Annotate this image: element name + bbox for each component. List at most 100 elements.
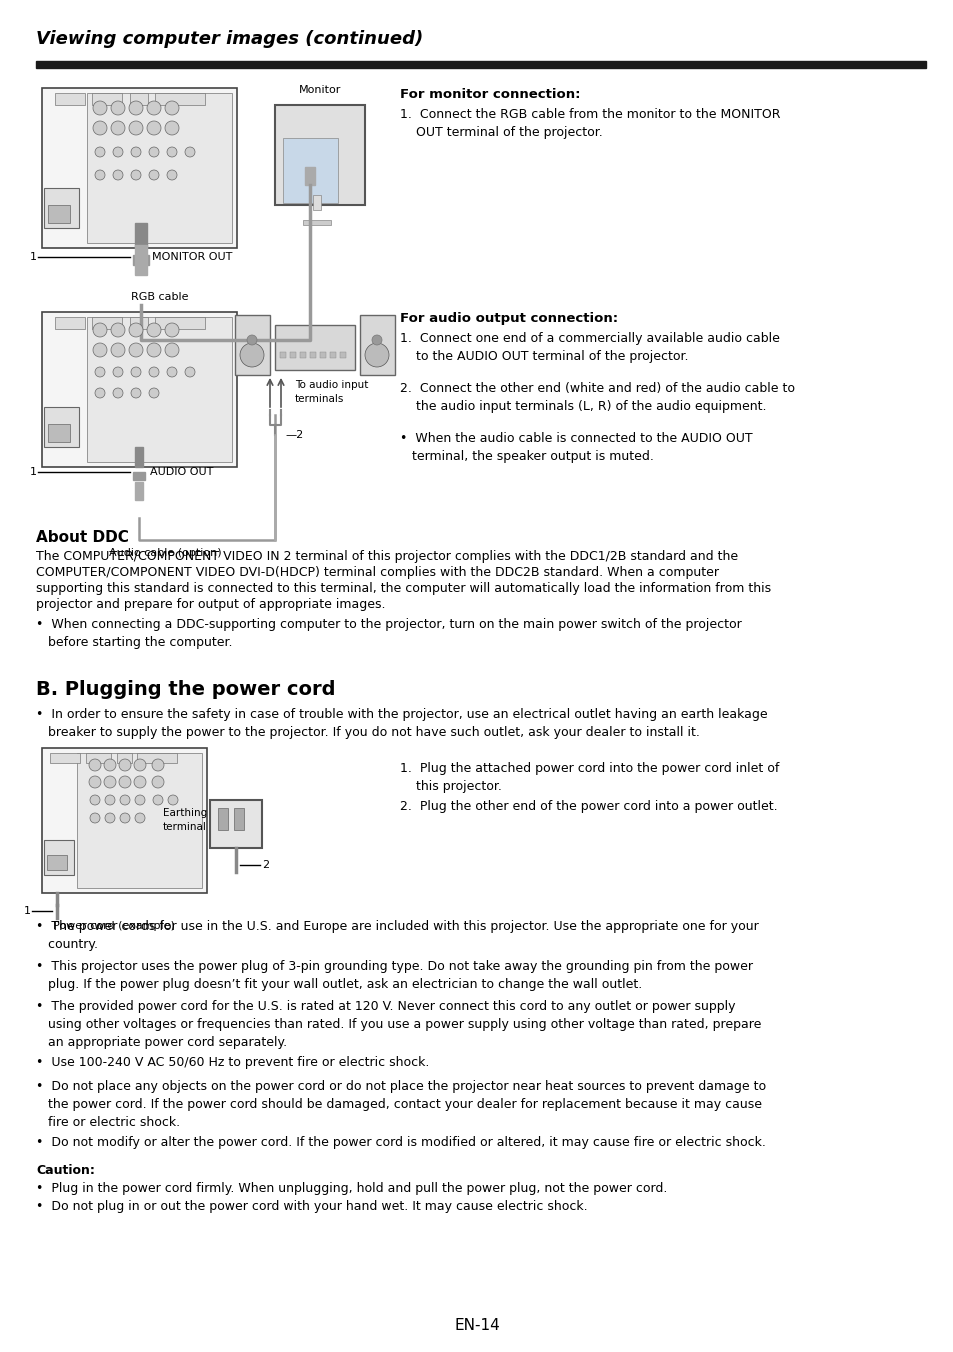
- Bar: [135, 483, 143, 500]
- Circle shape: [152, 795, 163, 804]
- Bar: [135, 245, 147, 274]
- Bar: [91, 93, 122, 105]
- Text: projector and prepare for output of appropriate images.: projector and prepare for output of appr…: [36, 598, 385, 611]
- Circle shape: [147, 323, 161, 337]
- Circle shape: [90, 795, 100, 804]
- Text: •  Do not place any objects on the power cord or do not place the projector near: • Do not place any objects on the power …: [36, 1080, 765, 1129]
- Bar: [339, 352, 346, 358]
- Circle shape: [185, 147, 194, 157]
- Circle shape: [149, 147, 159, 157]
- Circle shape: [165, 343, 179, 357]
- Bar: [86, 753, 111, 763]
- Text: supporting this standard is connected to this terminal, the computer will automa: supporting this standard is connected to…: [36, 581, 770, 595]
- Text: •  Use 100-240 V AC 50/60 Hz to prevent fire or electric shock.: • Use 100-240 V AC 50/60 Hz to prevent f…: [36, 1056, 429, 1069]
- Circle shape: [167, 170, 177, 180]
- Circle shape: [104, 776, 116, 788]
- Bar: [55, 93, 85, 105]
- Circle shape: [131, 388, 141, 397]
- Circle shape: [135, 795, 145, 804]
- Circle shape: [365, 343, 389, 366]
- Bar: [154, 93, 205, 105]
- Bar: [299, 352, 306, 358]
- Text: Power cord (example): Power cord (example): [53, 921, 174, 932]
- Text: 2.  Connect the other end (white and red) of the audio cable to
    the audio in: 2. Connect the other end (white and red)…: [399, 383, 794, 412]
- Text: —2: —2: [285, 430, 303, 439]
- Text: About DDC: About DDC: [36, 530, 129, 545]
- Text: The COMPUTER/COMPONENT VIDEO IN 2 terminal of this projector complies with the D: The COMPUTER/COMPONENT VIDEO IN 2 termin…: [36, 550, 738, 562]
- Text: MONITOR OUT: MONITOR OUT: [152, 251, 233, 262]
- Bar: [233, 808, 244, 830]
- Bar: [135, 223, 147, 247]
- Text: 1: 1: [24, 906, 30, 917]
- Circle shape: [104, 758, 116, 771]
- Circle shape: [240, 343, 264, 366]
- Circle shape: [165, 101, 179, 115]
- Text: To audio input
terminals: To audio input terminals: [294, 380, 368, 404]
- Bar: [137, 753, 177, 763]
- Text: RGB cable: RGB cable: [132, 292, 189, 301]
- Circle shape: [167, 366, 177, 377]
- Bar: [280, 352, 286, 358]
- Text: AUDIO OUT: AUDIO OUT: [150, 466, 213, 477]
- Bar: [313, 195, 320, 210]
- Text: For audio output connection:: For audio output connection:: [399, 312, 618, 324]
- Circle shape: [152, 758, 164, 771]
- Circle shape: [147, 101, 161, 115]
- Text: •  Plug in the power cord firmly. When unplugging, hold and pull the power plug,: • Plug in the power cord firmly. When un…: [36, 1182, 667, 1195]
- Bar: [274, 105, 365, 206]
- Circle shape: [131, 147, 141, 157]
- Text: EN-14: EN-14: [454, 1318, 499, 1333]
- Text: •  Do not plug in or out the power cord with your hand wet. It may cause electri: • Do not plug in or out the power cord w…: [36, 1201, 587, 1213]
- Circle shape: [92, 323, 107, 337]
- Circle shape: [131, 366, 141, 377]
- Text: 1: 1: [30, 466, 37, 477]
- Text: •  The power cords for use in the U.S. and Europe are included with this project: • The power cords for use in the U.S. an…: [36, 919, 758, 950]
- Bar: [36, 61, 925, 68]
- Circle shape: [105, 813, 115, 823]
- Bar: [310, 352, 315, 358]
- Circle shape: [111, 101, 125, 115]
- Circle shape: [92, 120, 107, 135]
- Bar: [218, 808, 228, 830]
- Circle shape: [131, 170, 141, 180]
- Circle shape: [149, 388, 159, 397]
- Circle shape: [95, 147, 105, 157]
- Bar: [44, 840, 74, 875]
- Text: Viewing computer images (continued): Viewing computer images (continued): [36, 30, 423, 49]
- Text: •  This projector uses the power plug of 3-pin grounding type. Do not take away : • This projector uses the power plug of …: [36, 960, 752, 991]
- Circle shape: [129, 101, 143, 115]
- Circle shape: [95, 388, 105, 397]
- Text: Monitor: Monitor: [298, 85, 341, 95]
- Circle shape: [168, 795, 178, 804]
- Circle shape: [119, 758, 131, 771]
- Circle shape: [90, 813, 100, 823]
- Circle shape: [112, 170, 123, 180]
- Text: •  The provided power cord for the U.S. is rated at 120 V. Never connect this co: • The provided power cord for the U.S. i…: [36, 1000, 760, 1049]
- Bar: [135, 448, 143, 466]
- Bar: [44, 188, 79, 228]
- Circle shape: [165, 120, 179, 135]
- Circle shape: [129, 343, 143, 357]
- Bar: [305, 168, 314, 185]
- Bar: [42, 312, 236, 466]
- Circle shape: [112, 366, 123, 377]
- Text: 1.  Connect one end of a commercially available audio cable
    to the AUDIO OUT: 1. Connect one end of a commercially ava…: [399, 333, 779, 362]
- Circle shape: [133, 758, 146, 771]
- Circle shape: [165, 323, 179, 337]
- Text: COMPUTER/COMPONENT VIDEO DVI-D(HDCP) terminal complies with the DDC2B standard. : COMPUTER/COMPONENT VIDEO DVI-D(HDCP) ter…: [36, 566, 719, 579]
- Circle shape: [111, 323, 125, 337]
- Bar: [319, 352, 326, 358]
- Text: •  Do not modify or alter the power cord. If the power cord is modified or alter: • Do not modify or alter the power cord.…: [36, 1136, 765, 1149]
- Circle shape: [185, 366, 194, 377]
- Bar: [55, 316, 85, 329]
- Bar: [42, 748, 207, 894]
- Circle shape: [89, 776, 101, 788]
- Circle shape: [111, 343, 125, 357]
- Circle shape: [147, 120, 161, 135]
- Text: •  When the audio cable is connected to the AUDIO OUT
   terminal, the speaker o: • When the audio cable is connected to t…: [399, 433, 752, 462]
- Text: B. Plugging the power cord: B. Plugging the power cord: [36, 680, 335, 699]
- Bar: [330, 352, 335, 358]
- Bar: [44, 407, 79, 448]
- Bar: [359, 315, 395, 375]
- Bar: [117, 753, 132, 763]
